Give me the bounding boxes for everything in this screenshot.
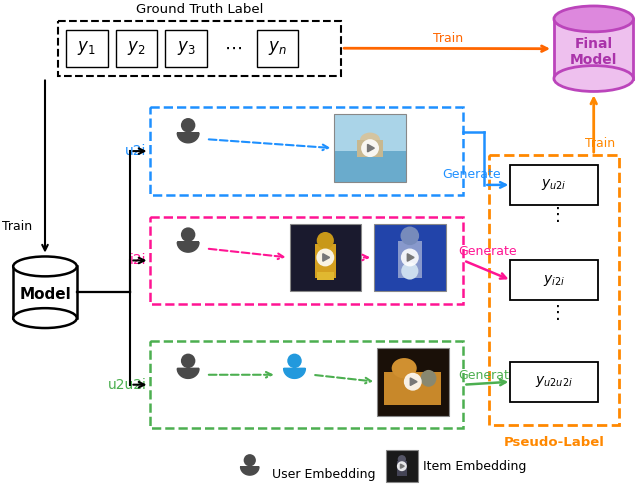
Text: Ground Truth Label: Ground Truth Label	[136, 3, 263, 16]
Bar	[13, 267, 77, 318]
Bar	[334, 114, 406, 151]
Circle shape	[181, 227, 195, 242]
Text: Train: Train	[433, 32, 463, 45]
Circle shape	[316, 248, 334, 267]
Polygon shape	[177, 133, 199, 143]
Polygon shape	[241, 467, 259, 475]
Text: Train: Train	[584, 137, 615, 150]
Circle shape	[401, 248, 419, 267]
Polygon shape	[177, 369, 199, 378]
Polygon shape	[323, 254, 330, 261]
Bar	[334, 151, 406, 182]
Circle shape	[361, 139, 379, 157]
Polygon shape	[284, 369, 305, 378]
Circle shape	[401, 263, 419, 280]
Bar	[289, 223, 361, 291]
Bar	[317, 273, 334, 281]
FancyBboxPatch shape	[58, 21, 341, 76]
FancyBboxPatch shape	[165, 30, 207, 67]
Bar	[397, 461, 406, 476]
Polygon shape	[407, 254, 414, 261]
FancyBboxPatch shape	[510, 362, 598, 402]
Text: $\vdots$: $\vdots$	[548, 205, 560, 224]
Text: Final
Model: Final Model	[570, 37, 618, 67]
FancyBboxPatch shape	[257, 30, 298, 67]
Text: Train: Train	[2, 220, 32, 233]
Circle shape	[401, 226, 419, 245]
FancyBboxPatch shape	[510, 261, 598, 300]
Text: i2i: i2i	[130, 254, 147, 268]
Ellipse shape	[13, 308, 77, 328]
Bar	[386, 450, 418, 482]
Ellipse shape	[360, 133, 380, 147]
Polygon shape	[401, 464, 404, 468]
Text: u2i: u2i	[125, 144, 147, 158]
Text: Generate: Generate	[442, 168, 500, 181]
FancyBboxPatch shape	[150, 217, 463, 304]
Bar	[377, 348, 449, 415]
Text: Generate: Generate	[458, 245, 517, 258]
Bar	[357, 140, 383, 157]
Ellipse shape	[420, 370, 436, 387]
FancyBboxPatch shape	[490, 155, 618, 425]
Ellipse shape	[554, 66, 634, 92]
Text: $y_n$: $y_n$	[268, 39, 287, 57]
Bar	[334, 114, 406, 182]
FancyBboxPatch shape	[150, 107, 463, 195]
FancyBboxPatch shape	[66, 30, 108, 67]
Text: $y_1$: $y_1$	[77, 39, 96, 57]
Text: $\vdots$: $\vdots$	[548, 303, 560, 322]
Text: $\cdots$: $\cdots$	[224, 39, 242, 57]
Ellipse shape	[554, 6, 634, 32]
Polygon shape	[410, 378, 417, 385]
Text: Pseudo-Label: Pseudo-Label	[504, 436, 604, 449]
Text: Item Embedding: Item Embedding	[423, 460, 526, 473]
Text: $y_2$: $y_2$	[127, 39, 146, 57]
FancyBboxPatch shape	[150, 341, 463, 428]
Circle shape	[181, 354, 195, 368]
Bar	[397, 240, 422, 278]
Text: User Embedding: User Embedding	[271, 467, 375, 480]
Circle shape	[181, 118, 195, 132]
Circle shape	[317, 232, 334, 249]
Text: $y_{u2i}$: $y_{u2i}$	[541, 177, 566, 192]
Bar	[554, 19, 634, 79]
Circle shape	[287, 354, 301, 368]
Ellipse shape	[13, 257, 77, 277]
Text: $y_{u2u2i}$: $y_{u2u2i}$	[535, 374, 573, 389]
FancyBboxPatch shape	[116, 30, 157, 67]
Text: Model: Model	[19, 287, 71, 302]
Bar	[374, 223, 445, 291]
Text: $y_3$: $y_3$	[177, 39, 196, 57]
FancyBboxPatch shape	[510, 165, 598, 205]
Bar	[384, 372, 442, 405]
Text: $y_{i2i}$: $y_{i2i}$	[543, 273, 565, 288]
Text: Generate: Generate	[458, 369, 517, 382]
Polygon shape	[367, 144, 374, 152]
Circle shape	[397, 461, 407, 471]
Polygon shape	[177, 242, 199, 252]
Ellipse shape	[392, 358, 417, 378]
Bar	[315, 244, 336, 278]
Text: u2u2i: u2u2i	[108, 378, 147, 392]
Circle shape	[397, 455, 406, 463]
Circle shape	[404, 373, 422, 391]
Circle shape	[244, 454, 256, 466]
